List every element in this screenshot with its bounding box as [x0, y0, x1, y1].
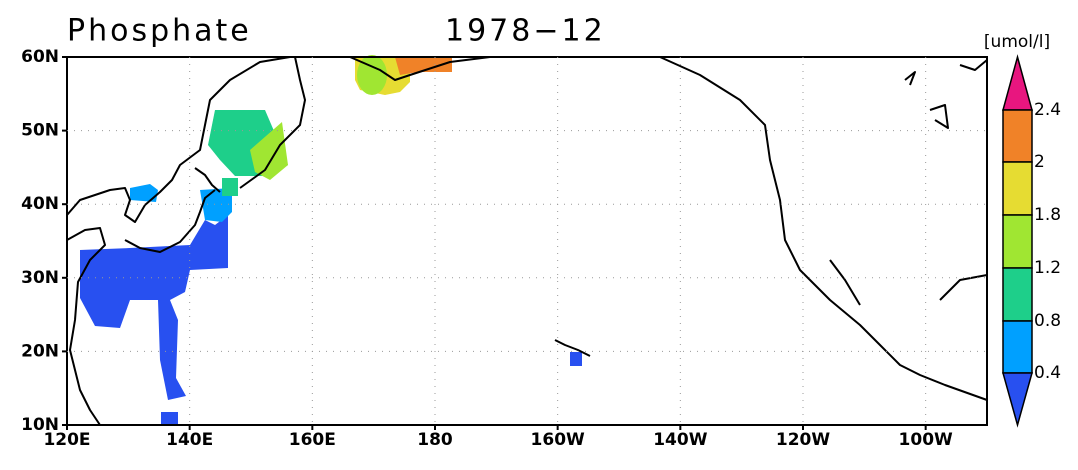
- lat-label: 50N: [21, 121, 59, 141]
- patch: [357, 55, 387, 95]
- map-frame: [66, 56, 988, 426]
- map-period: 1978−12: [445, 14, 606, 49]
- lon-label: 180: [417, 430, 453, 450]
- lat-label: 10N: [21, 415, 59, 435]
- data-patches: [80, 55, 582, 425]
- colorbar-label: 1.2: [1034, 258, 1061, 278]
- colorbar-label: 1.8: [1034, 205, 1061, 225]
- colorbar-label: 2: [1034, 152, 1045, 172]
- colorbar-label: 0.4: [1034, 363, 1061, 383]
- unit-label: [umol/l]: [984, 32, 1050, 52]
- lon-label: 140E: [166, 430, 213, 450]
- lat-label: 40N: [21, 194, 59, 214]
- patch: [80, 215, 228, 400]
- colorbar-segment: [1002, 214, 1033, 269]
- lon-label: 120E: [43, 430, 90, 450]
- lon-label: 140W: [653, 430, 707, 450]
- colorbar-segment: [1002, 320, 1033, 374]
- patch: [250, 122, 288, 180]
- coastlines: [66, 56, 988, 426]
- colorbar-label: 2.4: [1034, 100, 1061, 120]
- patch: [570, 352, 582, 366]
- colorbar-segment: [1002, 372, 1033, 428]
- lat-label: 30N: [21, 268, 59, 288]
- lon-label: 120W: [776, 430, 830, 450]
- colorbar-label: 0.8: [1034, 311, 1061, 331]
- map-title: Phosphate: [67, 14, 252, 49]
- colorbar-segment: [1002, 267, 1033, 322]
- colorbar-segment: [1002, 109, 1033, 163]
- patch: [161, 412, 178, 425]
- lat-label: 20N: [21, 341, 59, 361]
- colorbar-segment: [1002, 54, 1033, 111]
- colorbar: 2.4 2 1.8 1.2 0.8 0.4: [1002, 54, 1061, 428]
- patch: [395, 57, 452, 75]
- lon-label: 100W: [899, 430, 953, 450]
- lon-label: 160E: [289, 430, 336, 450]
- patch: [130, 184, 158, 202]
- lon-label: 160W: [531, 430, 585, 450]
- lat-label: 60N: [21, 47, 59, 67]
- colorbar-segment: [1002, 161, 1033, 216]
- patch: [222, 178, 238, 196]
